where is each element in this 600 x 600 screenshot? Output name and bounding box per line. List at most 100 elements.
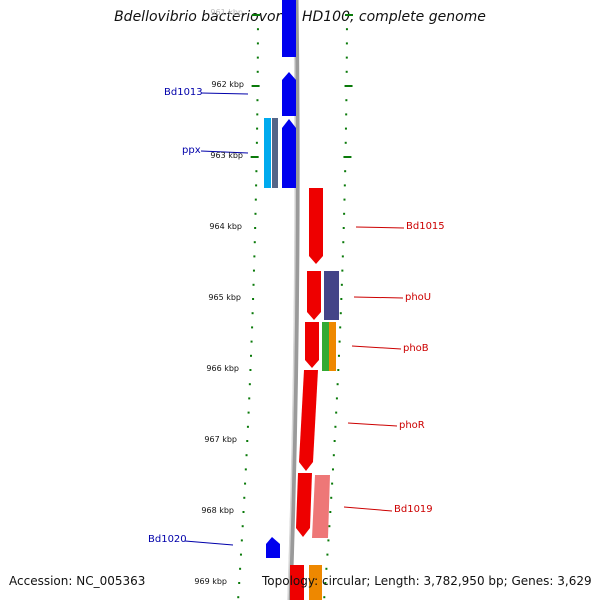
tick-mark	[342, 241, 345, 244]
leader-bd1015	[355, 226, 405, 229]
tick-mark	[344, 85, 353, 87]
tick-mark	[329, 511, 332, 513]
gene-label-phor[interactable]: phoR	[399, 420, 425, 431]
gene-bd1013	[282, 72, 296, 116]
tick-mark	[340, 298, 343, 300]
tick-mark	[256, 70, 259, 73]
gene-label-bd1013[interactable]: Bd1013	[164, 87, 203, 98]
tick-mark	[339, 312, 342, 315]
leader-ppx	[200, 150, 249, 154]
tick-mark	[250, 156, 259, 158]
tick-mark	[339, 326, 342, 329]
tick-label-968: 968 kbp	[201, 506, 234, 515]
tick-mark	[325, 567, 328, 570]
gene-phob-orange	[329, 322, 336, 371]
tick-mark	[247, 411, 250, 414]
tick-mark	[256, 56, 259, 59]
tick-mark	[254, 212, 257, 215]
tick-mark	[251, 312, 254, 315]
tick-mark	[255, 184, 258, 187]
tick-mark	[252, 283, 255, 286]
tick-mark	[344, 14, 353, 16]
tick-mark	[327, 539, 330, 542]
tick-mark	[345, 99, 348, 102]
tick-label-964: 964 kbp	[209, 222, 242, 231]
gene-label-phou[interactable]: phoU	[405, 292, 432, 303]
tick-mark	[335, 397, 338, 400]
tick-mark	[341, 269, 344, 272]
gene-bottom-orange	[309, 565, 322, 600]
tick-mark	[239, 553, 242, 556]
tick-mark	[244, 482, 247, 485]
tick-mark	[332, 454, 335, 457]
gene-phou-slate	[324, 271, 339, 320]
chromosome-backbone	[287, 0, 300, 600]
tick-label-962: 962 kbp	[211, 80, 244, 89]
left-tick-track	[237, 14, 260, 599]
gene-phor	[299, 370, 318, 471]
tick-mark	[256, 28, 259, 31]
tick-mark	[330, 496, 333, 499]
tick-mark	[244, 468, 247, 471]
tick-mark	[328, 525, 331, 528]
tick-mark	[252, 269, 255, 272]
leader-bd1020	[184, 540, 234, 546]
accession-text: Accession: NC_005363	[9, 574, 146, 588]
tick-mark	[256, 99, 259, 102]
tick-mark	[324, 582, 327, 584]
tick-mark	[242, 511, 245, 513]
tick-mark	[251, 14, 260, 16]
tick-mark	[249, 369, 252, 371]
tick-mark	[253, 255, 256, 258]
tick-label-967: 967 kbp	[204, 435, 237, 444]
tick-mark	[246, 425, 249, 428]
tick-mark	[323, 596, 326, 599]
tick-mark	[243, 496, 246, 499]
gene-top-blue	[282, 0, 296, 57]
tick-mark	[343, 212, 346, 215]
gene-label-bd1019[interactable]: Bd1019	[394, 504, 433, 515]
tick-mark	[345, 113, 348, 116]
tick-mark	[248, 383, 251, 386]
right-tick-track	[323, 14, 353, 599]
leader-bd1019	[343, 506, 393, 512]
gene-phob	[305, 322, 319, 368]
tick-mark	[252, 298, 255, 300]
gene-ppx-slate	[272, 118, 278, 188]
gene-label-bd1015[interactable]: Bd1015	[406, 221, 445, 232]
tick-mark	[345, 70, 348, 73]
genome-summary-text: Topology: circular; Length: 3,782,950 bp…	[262, 574, 592, 588]
gene-label-bd1020[interactable]: Bd1020	[148, 534, 187, 545]
tick-mark	[342, 227, 345, 229]
gene-label-ppx[interactable]: ppx	[182, 145, 201, 156]
tick-mark	[254, 198, 257, 201]
tick-mark	[345, 28, 348, 31]
tick-mark	[245, 454, 248, 457]
tick-mark	[253, 241, 256, 244]
gene-ppx	[282, 119, 296, 188]
gene-phob-green	[322, 322, 329, 371]
gene-label-phob[interactable]: phoB	[403, 343, 429, 354]
tick-mark	[256, 42, 259, 45]
tick-mark	[326, 553, 329, 556]
tick-mark	[343, 198, 346, 201]
tick-mark	[340, 283, 343, 286]
tick-mark	[343, 156, 352, 158]
tick-mark	[341, 255, 344, 258]
tick-mark	[239, 567, 242, 570]
tick-mark	[241, 525, 244, 528]
tick-mark	[238, 582, 241, 584]
gene-phou	[307, 271, 321, 320]
tick-label-965: 965 kbp	[208, 293, 241, 302]
leader-phob	[351, 345, 402, 350]
tick-mark	[251, 326, 254, 329]
tick-label-969: 969 kbp	[194, 577, 227, 586]
tick-mark	[251, 85, 260, 87]
tick-label-963: 963 kbp	[210, 151, 243, 160]
tick-mark	[337, 354, 340, 357]
tick-mark	[246, 440, 249, 442]
leader-phor	[347, 422, 398, 427]
tick-label-966: 966 kbp	[206, 364, 239, 373]
